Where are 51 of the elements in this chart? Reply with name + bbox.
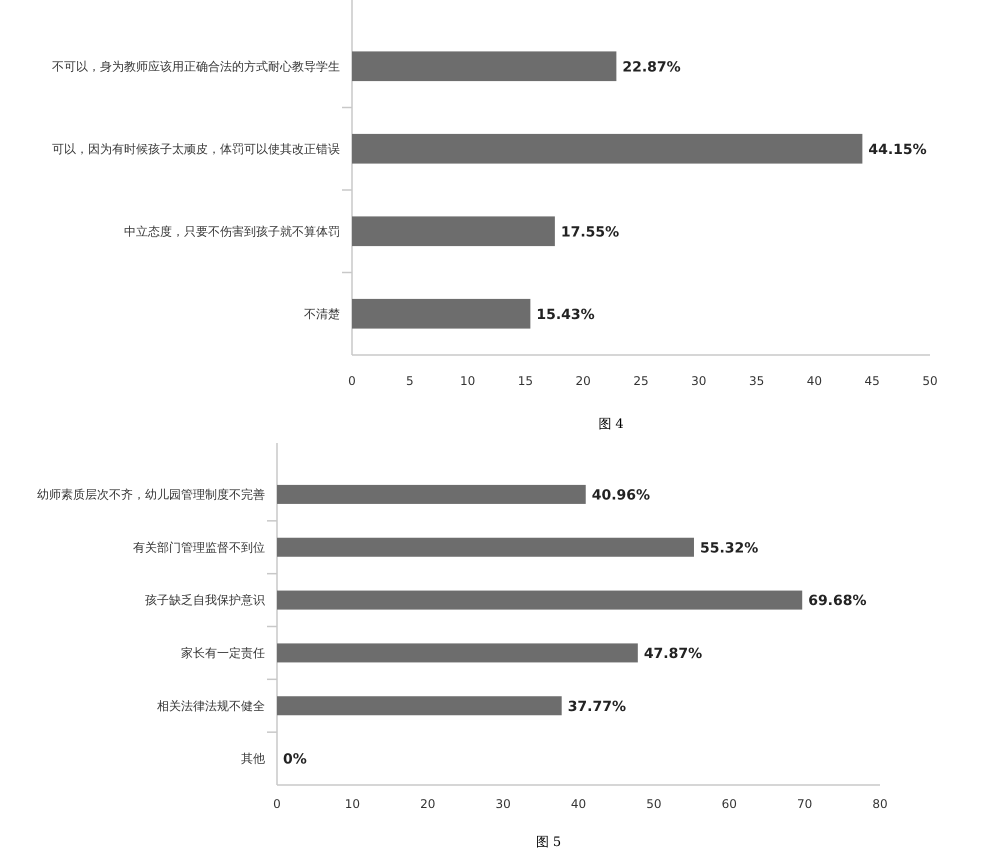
x-tick-label: 40 (806, 374, 822, 388)
x-tick-label: 50 (922, 374, 938, 388)
y-tick-label: 不可以，身为教师应该用正确合法的方式耐心教导学生 (52, 59, 340, 74)
x-tick-label: 50 (646, 797, 662, 811)
x-tick-label: 30 (691, 374, 706, 388)
bar (277, 590, 802, 610)
data-label: 69.68% (808, 593, 867, 610)
data-label: 47.87% (644, 646, 702, 662)
x-tick-label: 0 (348, 374, 356, 388)
x-tick-label: 25 (633, 374, 649, 388)
x-tick-label: 10 (460, 374, 476, 388)
y-tick-label: 其他 (241, 752, 265, 766)
caption: 图 4 (598, 417, 624, 432)
x-tick-label: 45 (864, 374, 880, 388)
data-label: 0% (283, 752, 307, 768)
y-tick-label: 相关法律法规不健全 (157, 698, 265, 713)
data-label: 37.77% (568, 698, 626, 715)
bar (352, 51, 616, 82)
bar (352, 134, 862, 164)
caption: 图 5 (536, 835, 562, 850)
x-tick-label: 60 (722, 797, 737, 811)
data-label: 17.55% (560, 224, 620, 240)
y-tick-label: 不清楚 (304, 306, 340, 321)
y-tick-label: 幼师素质层次不齐，幼儿园管理制度不完善 (37, 487, 265, 502)
data-label: 44.15% (868, 142, 927, 158)
y-tick-label: 中立态度，只要不伤害到孩子就不算体罚 (124, 224, 340, 238)
bar (352, 216, 555, 246)
y-tick-label: 家长有一定责任 (181, 646, 265, 660)
x-tick-label: 20 (576, 374, 591, 388)
y-tick-label: 孩子缺乏自我保护意识 (145, 593, 265, 608)
x-tick-label: 0 (273, 797, 281, 811)
data-label: 22.87% (622, 59, 681, 76)
x-tick-label: 35 (748, 374, 764, 388)
x-tick-label: 80 (872, 797, 888, 811)
x-tick-label: 5 (406, 374, 414, 388)
x-tick-label: 70 (796, 797, 812, 811)
x-tick-label: 20 (420, 797, 436, 811)
bar (277, 696, 562, 716)
y-tick-label: 有关部门管理监督不到位 (133, 540, 265, 554)
bar (352, 298, 530, 329)
y-tick-label: 可以，因为有时候孩子太顽皮，体罚可以使其改正错误 (52, 142, 340, 156)
data-label: 15.43% (536, 306, 595, 323)
data-label: 55.32% (700, 540, 758, 556)
bar (277, 538, 694, 557)
bar (277, 643, 638, 662)
x-tick-label: 30 (495, 797, 511, 811)
x-tick-label: 15 (518, 374, 534, 388)
x-tick-label: 40 (570, 797, 586, 811)
bar (277, 484, 586, 504)
x-tick-label: 10 (344, 797, 360, 811)
data-label: 40.96% (592, 487, 650, 504)
